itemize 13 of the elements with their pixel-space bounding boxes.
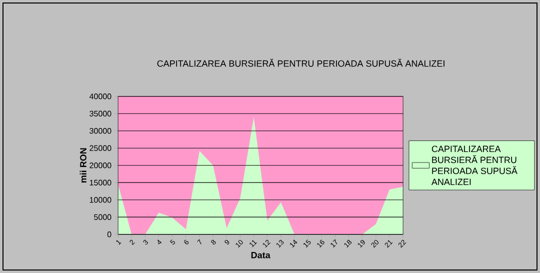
y-tick-label: 30000 <box>90 128 112 134</box>
y-tick-label: 40000 <box>89 94 112 100</box>
y-axis-title: mii RON <box>80 148 86 183</box>
legend-label: CAPITALIZAREA BURSIERĂ PENTRU PERIOADA SUPUSĂ ANALIZEI <box>431 146 518 186</box>
y-tick-label: 35000 <box>90 110 112 116</box>
y-tick-label: 25000 <box>90 145 112 151</box>
y-tick-label: 20000 <box>90 162 112 168</box>
y-tick-label: 5000 <box>94 214 112 220</box>
y-tick-label: 15000 <box>90 180 112 186</box>
chart-title: CAPITALIZAREA BURSIERĂ PENTRU PERIOADA SUPUSĂ ANALIZEI <box>157 58 444 67</box>
y-tick-label: 10000 <box>90 197 112 203</box>
y-tick-label: 0 <box>107 232 112 238</box>
x-axis-title: Data <box>251 252 270 258</box>
